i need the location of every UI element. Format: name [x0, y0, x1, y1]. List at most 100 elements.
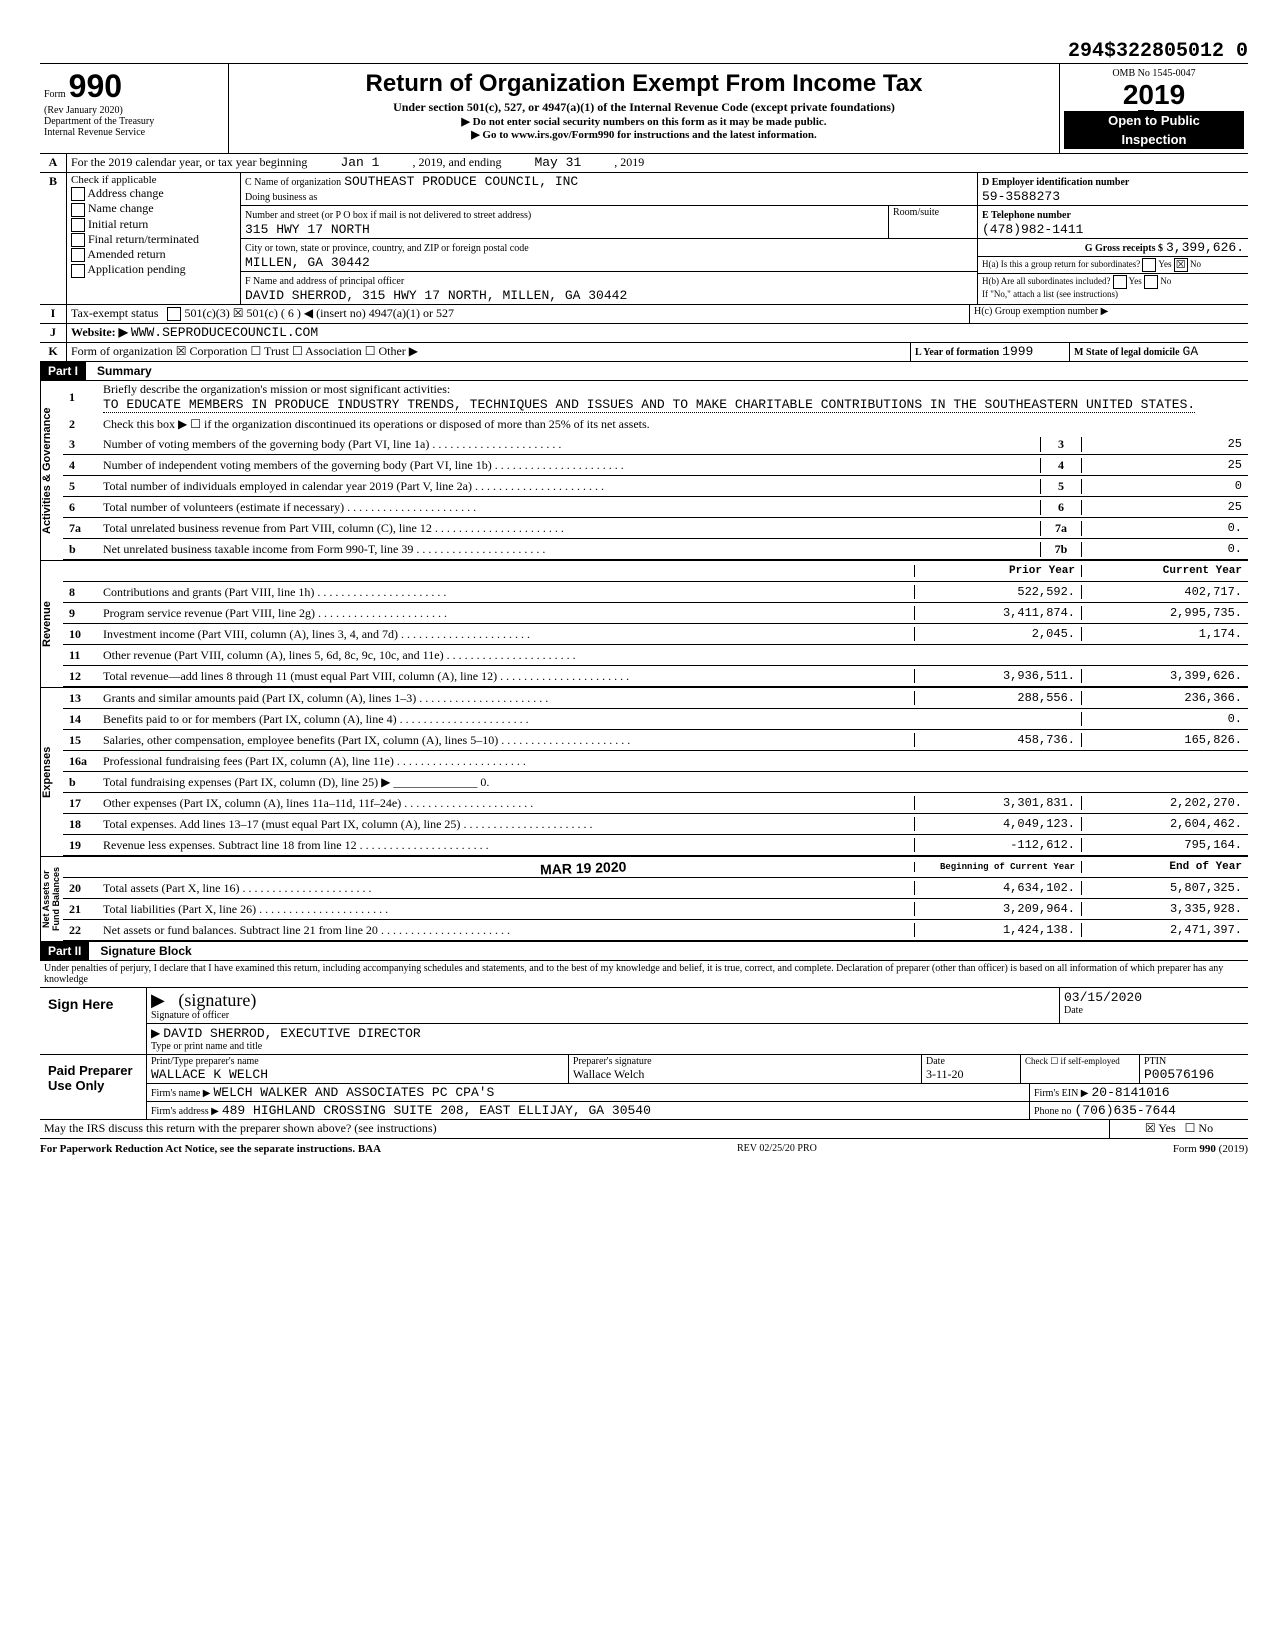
cb-final-return[interactable]: Final return/terminated — [88, 232, 199, 246]
line-22-current: 2,471,397. — [1081, 923, 1248, 937]
line-3-num: 3 — [63, 437, 99, 452]
website-value: WWW.SEPRODUCECOUNCIL.COM — [131, 325, 318, 340]
part2-label: Part II — [40, 942, 89, 960]
line-5-box: 5 — [1040, 479, 1082, 494]
cb-name-change[interactable]: Name change — [88, 201, 154, 215]
form-dept: Department of the Treasury — [44, 116, 224, 127]
officer-name: DAVID SHERROD, EXECUTIVE DIRECTOR — [163, 1026, 420, 1041]
room-label: Room/suite — [888, 206, 977, 238]
line-12-desc: Total revenue—add lines 8 through 11 (mu… — [99, 668, 914, 685]
line-8-num: 8 — [63, 585, 99, 600]
form-irs: Internal Revenue Service — [44, 127, 224, 138]
line-7a-box: 7a — [1040, 521, 1082, 536]
firm-name: WELCH WALKER AND ASSOCIATES PC CPA'S — [214, 1085, 495, 1100]
form-number-box: Form 990 (Rev January 2020) Department o… — [40, 64, 229, 153]
city-label: City or town, state or province, country… — [245, 243, 529, 254]
net-assets-label: Net Assets orFund Balances — [40, 857, 63, 941]
line-12-num: 12 — [63, 669, 99, 684]
discuss-no[interactable]: ☐ No — [1185, 1121, 1213, 1135]
form-org-label: Form of organization — [71, 344, 173, 358]
sig-officer-label: Signature of officer — [151, 1010, 1055, 1021]
expenses-label: Expenses — [40, 688, 63, 856]
line-21-num: 21 — [63, 902, 99, 917]
paid-preparer-label: Paid Preparer Use Only — [40, 1055, 147, 1119]
omb-number: OMB No 1545-0047 — [1064, 68, 1244, 79]
line-19-desc: Revenue less expenses. Subtract line 18 … — [99, 837, 914, 854]
firm-phone: (706)635-7644 — [1075, 1103, 1176, 1118]
line-9-num: 9 — [63, 606, 99, 621]
line-j-letter: J — [40, 324, 67, 342]
ha-no[interactable]: ☒ — [1174, 258, 1188, 272]
domicile-label: M State of legal domicile — [1074, 347, 1180, 358]
line-18-num: 18 — [63, 817, 99, 832]
firm-addr-label: Firm's address ▶ — [151, 1106, 219, 1117]
line-12-current: 3,399,626. — [1081, 669, 1248, 683]
ein-value: 59-3588273 — [982, 189, 1060, 204]
line-b-num: b — [63, 775, 99, 790]
line-15-current: 165,826. — [1081, 733, 1248, 747]
line-7a-desc: Total unrelated business revenue from Pa… — [99, 520, 1040, 537]
form-title: Return of Organization Exempt From Incom… — [239, 70, 1049, 98]
line-13-num: 13 — [63, 691, 99, 706]
perjury-text: Under penalties of perjury, I declare th… — [40, 961, 1248, 988]
ptin-value: P00576196 — [1144, 1067, 1244, 1082]
line-17-prior: 3,301,831. — [914, 796, 1081, 810]
line-16a-desc: Professional fundraising fees (Part IX, … — [99, 753, 914, 770]
line-7a-val: 0. — [1082, 521, 1248, 535]
line-14-desc: Benefits paid to or for members (Part IX… — [99, 711, 914, 728]
line-10-desc: Investment income (Part VIII, column (A)… — [99, 626, 914, 643]
line-11-num: 11 — [63, 648, 99, 663]
preparer-date: 3-11-20 — [926, 1067, 1016, 1082]
sig-date: 03/15/2020 — [1064, 990, 1244, 1005]
discuss-yes[interactable]: ☒ Yes — [1145, 1121, 1176, 1135]
domicile: GA — [1183, 344, 1199, 359]
boy-header: Beginning of Current Year — [914, 862, 1081, 872]
line-20-prior: 4,634,102. — [914, 881, 1081, 895]
year-formation: 1999 — [1002, 344, 1033, 359]
dba-label: Doing business as — [245, 192, 317, 203]
form-subtitle: Under section 501(c), 527, or 4947(a)(1)… — [239, 100, 1049, 115]
line-18-current: 2,604,462. — [1081, 817, 1248, 831]
line-b-desc: Net unrelated business taxable income fr… — [99, 541, 1040, 558]
cb-application-pending[interactable]: Application pending — [87, 262, 185, 276]
preparer-sig-label: Preparer's signature — [573, 1056, 917, 1067]
line-17-num: 17 — [63, 796, 99, 811]
line-18-prior: 4,049,123. — [914, 817, 1081, 831]
line-10-current: 1,174. — [1081, 627, 1248, 641]
line-4-num: 4 — [63, 458, 99, 473]
line-b-num: b — [63, 542, 99, 557]
line-15-num: 15 — [63, 733, 99, 748]
line-20-num: 20 — [63, 881, 99, 896]
line-5-desc: Total number of individuals employed in … — [99, 478, 1040, 495]
stamp-number: 294$322805012 0 — [40, 40, 1248, 63]
check-applicable: Check if applicable Address change Name … — [67, 173, 241, 304]
line-17-current: 2,202,270. — [1081, 796, 1248, 810]
footer-right: Form 990 (2019) — [1173, 1143, 1248, 1155]
line-22-prior: 1,424,138. — [914, 923, 1081, 937]
footer-left: For Paperwork Reduction Act Notice, see … — [40, 1143, 381, 1155]
cb-address-change[interactable]: Address change — [87, 186, 163, 200]
mission-value: TO EDUCATE MEMBERS IN PRODUCE INDUSTRY T… — [103, 397, 1195, 413]
line-14-current: 0. — [1081, 712, 1248, 726]
line-11-desc: Other revenue (Part VIII, column (A), li… — [99, 647, 914, 664]
gross-value: 3,399,626. — [1166, 240, 1244, 255]
mission-label: Briefly describe the organization's miss… — [103, 382, 450, 396]
line-22-desc: Net assets or fund balances. Subtract li… — [99, 922, 914, 939]
line-9-prior: 3,411,874. — [914, 606, 1081, 620]
line-4-val: 25 — [1082, 458, 1248, 472]
line-1-num: 1 — [63, 390, 99, 405]
org-street: 315 HWY 17 NORTH — [245, 222, 370, 237]
firm-name-label: Firm's name ▶ — [151, 1088, 211, 1099]
preparer-name: WALLACE K WELCH — [151, 1067, 564, 1082]
line-5-num: 5 — [63, 479, 99, 494]
officer-label: F Name and address of principal officer — [245, 276, 404, 287]
line-5-val: 0 — [1082, 479, 1248, 493]
self-employed-label: Check ☐ if self-employed — [1021, 1055, 1140, 1083]
line-a: For the 2019 calendar year, or tax year … — [67, 154, 1248, 172]
form-note2: ▶ Go to www.irs.gov/Form990 for instruct… — [239, 128, 1049, 141]
cb-initial-return[interactable]: Initial return — [88, 217, 148, 231]
line-21-prior: 3,209,964. — [914, 902, 1081, 916]
cb-amended-return[interactable]: Amended return — [87, 247, 165, 261]
line-2-desc: Check this box ▶ ☐ if the organization d… — [99, 416, 1248, 433]
line-18-desc: Total expenses. Add lines 13–17 (must eq… — [99, 816, 914, 833]
